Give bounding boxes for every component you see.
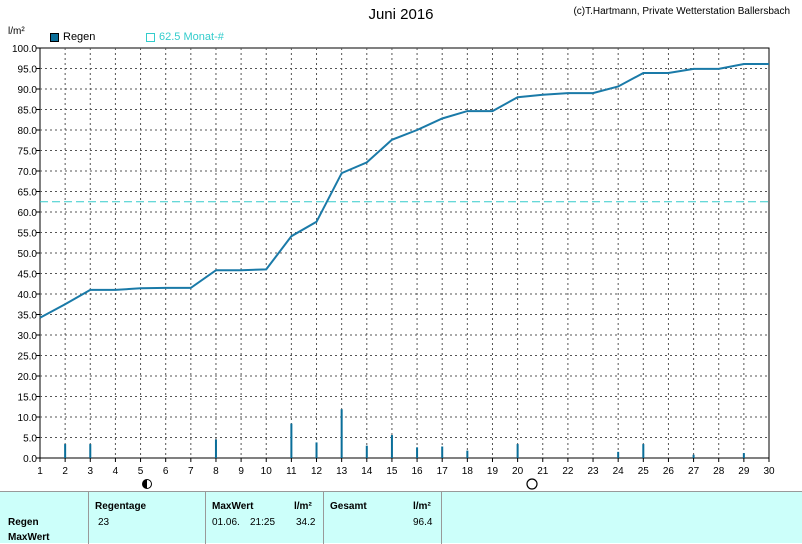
x-tick-label: 13 <box>336 466 348 477</box>
rain-bar <box>466 450 469 458</box>
x-tick-label: 9 <box>238 466 244 477</box>
y-tick-label: 0.0 <box>23 454 37 465</box>
full-moon-icon <box>526 478 538 490</box>
y-tick-label: 25.0 <box>18 352 38 363</box>
rain-bar <box>340 409 343 458</box>
y-tick-label: 65.0 <box>18 188 38 199</box>
plot-area <box>39 47 770 459</box>
rain-chart: 0.0 5.0 10.0 15.0 20.0 25.0 30.0 35.0 40.0 45.0 50… <box>12 44 775 490</box>
y-tick-label: 90.0 <box>18 85 38 96</box>
y-tick-label: 80.0 <box>18 126 38 137</box>
rain-bar <box>64 444 67 458</box>
rain-bar <box>390 435 393 458</box>
maxwert-date: 01.06. <box>212 517 240 528</box>
x-tick-label: 15 <box>386 466 398 477</box>
rain-bar <box>365 445 368 458</box>
summary-panel: Regen MaxWert Regentage 23 MaxWert l/m² … <box>0 491 802 544</box>
x-tick-label: 21 <box>537 466 549 477</box>
footer-divider <box>441 492 442 544</box>
maxwert-header: MaxWert <box>212 501 254 512</box>
y-tick-label: 40.0 <box>18 290 38 301</box>
footer-divider <box>205 492 206 544</box>
x-tick-label: 20 <box>512 466 524 477</box>
y-tick-label: 30.0 <box>18 331 38 342</box>
legend-monthly: 62.5 Monat-# <box>146 31 224 43</box>
y-axis-unit: l/m² <box>8 26 25 37</box>
x-tick-label: 1 <box>37 466 43 477</box>
rain-bar <box>742 453 745 458</box>
chart-title: Juni 2016 <box>368 6 434 23</box>
x-tick-label: 14 <box>361 466 373 477</box>
y-tick-label: 45.0 <box>18 270 38 281</box>
x-tick-label: 22 <box>562 466 574 477</box>
y-tick-label: 95.0 <box>18 65 38 76</box>
x-tick-label: 17 <box>437 466 449 477</box>
y-tick-label: 75.0 <box>18 147 38 158</box>
footer-divider <box>323 492 324 544</box>
x-tick-label: 29 <box>738 466 750 477</box>
regentage-header: Regentage <box>95 501 147 512</box>
y-tick-label: 20.0 <box>18 372 38 383</box>
rain-bar <box>290 423 293 458</box>
regentage-value: 23 <box>98 517 110 528</box>
row-label-max: MaxWert <box>8 532 50 543</box>
x-tick-label: 27 <box>688 466 700 477</box>
legend-rain: Regen <box>50 31 95 43</box>
rain-bar <box>692 454 695 458</box>
legend-rain-label: Regen <box>63 31 96 43</box>
footer-divider <box>88 492 89 544</box>
x-tick-label: 26 <box>663 466 675 477</box>
x-tick-label: 16 <box>412 466 424 477</box>
gesamt-header: Gesamt <box>330 501 367 512</box>
rain-bar <box>617 451 620 458</box>
y-tick-label: 70.0 <box>18 167 38 178</box>
y-tick-label: 85.0 <box>18 106 38 117</box>
rain-bar <box>642 444 645 458</box>
x-tick-label: 7 <box>188 466 194 477</box>
y-tick-label: 50.0 <box>18 249 38 260</box>
x-tick-label: 18 <box>462 466 474 477</box>
x-tick-label: 23 <box>587 466 599 477</box>
y-tick-label: 15.0 <box>18 393 38 404</box>
rain-bar <box>516 444 519 458</box>
cumulative-rain-line <box>39 63 769 319</box>
maxwert-value: 34.2 <box>296 517 316 528</box>
x-tick-label: 8 <box>213 466 219 477</box>
x-tick-label: 24 <box>613 466 625 477</box>
x-tick-label: 6 <box>163 466 169 477</box>
rain-bar <box>214 439 217 458</box>
y-tick-label: 55.0 <box>18 229 38 240</box>
gesamt-value: 96.4 <box>413 517 433 528</box>
x-tick-label: 3 <box>87 466 93 477</box>
row-label-rain: Regen <box>8 517 39 528</box>
y-tick-label: 10.0 <box>18 413 38 424</box>
rain-bar <box>441 446 444 458</box>
x-tick-label: 19 <box>487 466 499 477</box>
maxwert-unit: l/m² <box>294 501 312 512</box>
rain-bar <box>315 442 318 458</box>
gesamt-unit: l/m² <box>413 501 431 512</box>
rain-bar <box>89 444 92 458</box>
y-tick-label: 100.0 <box>12 44 37 55</box>
x-tick-label: 4 <box>113 466 119 477</box>
x-tick-label: 12 <box>311 466 323 477</box>
x-tick-label: 30 <box>763 466 775 477</box>
x-tick-label: 2 <box>62 466 68 477</box>
x-tick-label: 28 <box>713 466 725 477</box>
x-tick-label: 11 <box>286 466 297 477</box>
y-tick-label: 5.0 <box>23 434 37 445</box>
new-moon-icon <box>142 479 152 489</box>
copyright-text: (c)T.Hartmann, Private Wetterstation Bal… <box>573 6 790 17</box>
y-tick-label: 60.0 <box>18 208 38 219</box>
x-tick-label: 5 <box>138 466 144 477</box>
x-tick-label: 25 <box>638 466 650 477</box>
x-tick-label: 10 <box>261 466 273 477</box>
legend-monthly-label: 62.5 Monat-# <box>159 31 224 43</box>
legend-rain-swatch <box>50 32 59 42</box>
legend-monthly-swatch <box>146 32 155 42</box>
maxwert-time: 21:25 <box>250 517 276 528</box>
rain-bar <box>416 447 419 458</box>
y-tick-label: 35.0 <box>18 311 38 322</box>
